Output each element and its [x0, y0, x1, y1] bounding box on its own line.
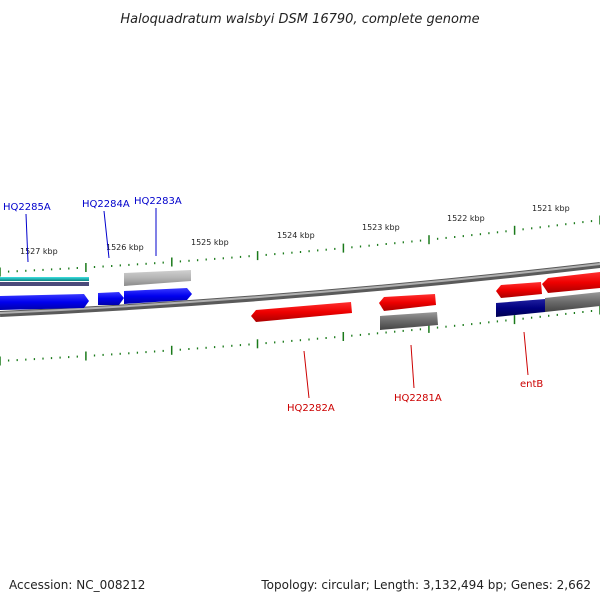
- scale-tick-label: 1527 kbp: [20, 247, 58, 256]
- gene-arrow[interactable]: [98, 292, 124, 305]
- gene-arrow[interactable]: [545, 292, 600, 312]
- gene-label-leader: [103, 210, 110, 259]
- outer-tick-ring: [0, 215, 600, 277]
- scale-tick-label: 1523 kbp: [362, 223, 400, 232]
- gene-label-leader: [410, 344, 415, 389]
- gene-arrow[interactable]: [251, 302, 352, 322]
- map-title: Haloquadratum walsbyi DSM 16790, complet…: [120, 12, 479, 27]
- gene-arrow[interactable]: [380, 312, 438, 330]
- genome-backbone-highlight: [0, 263, 600, 314]
- gene-label[interactable]: HQ2281A: [394, 393, 442, 404]
- gene-label-leader: [25, 213, 29, 263]
- gene-label[interactable]: HQ2284A: [82, 199, 130, 210]
- scale-tick-label: 1522 kbp: [447, 214, 485, 223]
- gene-label-leader: [303, 350, 310, 399]
- gene-arrow[interactable]: [0, 294, 89, 310]
- scale-tick-label: 1526 kbp: [106, 243, 144, 252]
- forward-strand-genes: [0, 270, 192, 310]
- genome-summary-text: Topology: circular; Length: 3,132,494 bp…: [261, 578, 591, 592]
- reverse-strand-genes: [251, 272, 600, 330]
- scale-tick-label: 1525 kbp: [191, 238, 229, 247]
- scale-tick-label: 1524 kbp: [277, 231, 315, 240]
- gene-arrow[interactable]: [124, 288, 192, 304]
- gene-arrow[interactable]: [496, 282, 542, 298]
- gene-arrow[interactable]: [379, 294, 436, 311]
- scale-tick-label: 1521 kbp: [532, 204, 570, 213]
- gene-arrow[interactable]: [542, 272, 600, 293]
- gene-label[interactable]: HQ2282A: [287, 403, 335, 414]
- gene-arrow[interactable]: [0, 282, 89, 286]
- gene-arrow[interactable]: [496, 299, 545, 317]
- gene-arrow[interactable]: [124, 270, 191, 286]
- gene-label[interactable]: HQ2283A: [134, 196, 182, 207]
- accession-text: Accession: NC_008212: [9, 578, 146, 592]
- gene-arrow[interactable]: [0, 277, 89, 281]
- inner-tick-ring: [0, 305, 600, 366]
- gene-label[interactable]: entB: [520, 379, 543, 390]
- gene-label-leader: [523, 331, 529, 376]
- gene-label[interactable]: HQ2285A: [3, 202, 51, 213]
